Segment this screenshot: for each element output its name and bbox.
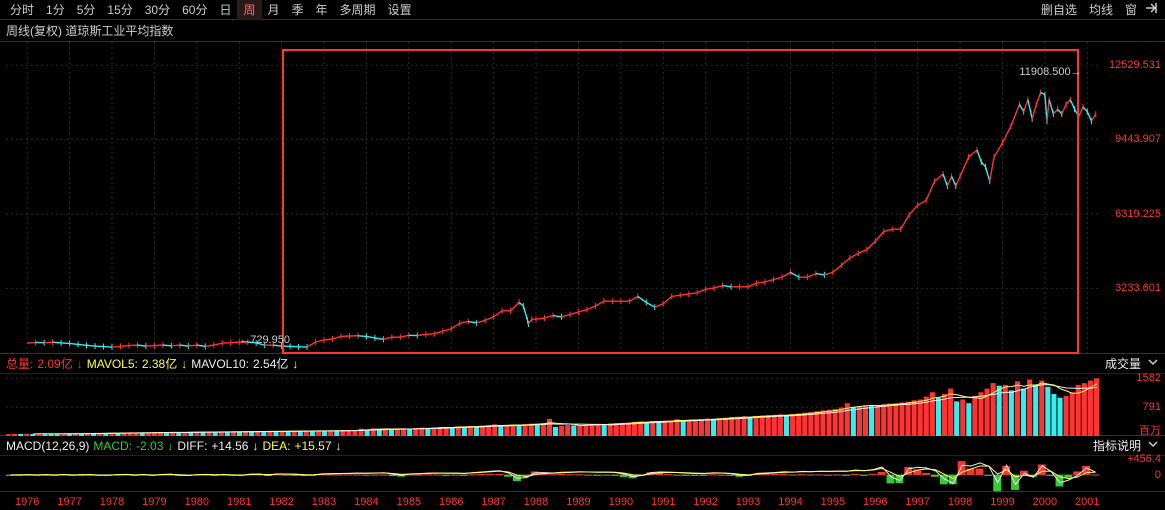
timeframe-tab-15分[interactable]: 15分 <box>101 0 138 20</box>
mavol10-label: MAVOL10: <box>191 357 249 371</box>
year-tick: 1995 <box>821 496 845 508</box>
price-ytick: 3233.601 <box>1115 282 1161 294</box>
down-arrow-icon: ↓ <box>292 357 298 371</box>
volume-total-value: 2.09亿 <box>37 355 72 372</box>
year-tick: 1988 <box>524 496 548 508</box>
macd-label: MACD: <box>93 439 132 453</box>
macd-value: -2.03 <box>136 439 163 453</box>
down-arrow-icon: ↓ <box>167 439 173 453</box>
year-tick: 1993 <box>736 496 760 508</box>
year-tick: 1990 <box>609 496 633 508</box>
year-tick: 1989 <box>566 496 590 508</box>
year-tick: 1982 <box>269 496 293 508</box>
year-tick: 1977 <box>57 496 81 508</box>
diff-value: +14.56 <box>211 439 248 453</box>
price-annotation: 11908.500→ <box>1019 66 1081 78</box>
year-tick: 1991 <box>651 496 675 508</box>
year-tick: 1987 <box>481 496 505 508</box>
indicator-help-link[interactable]: 指标说明 <box>1093 437 1141 454</box>
window-link[interactable]: 窗 <box>1121 1 1141 18</box>
volume-panel-label: 成交量 <box>1105 355 1141 372</box>
timeframe-tab-5分[interactable]: 5分 <box>71 0 102 20</box>
macd-chart[interactable]: +456.4 0 <box>0 456 1165 492</box>
timeframe-tab-1分[interactable]: 1分 <box>40 0 71 20</box>
year-tick: 1978 <box>100 496 124 508</box>
year-tick: 1997 <box>905 496 929 508</box>
down-arrow-icon: ↓ <box>77 357 83 371</box>
price-ytick: 6319.225 <box>1115 208 1161 220</box>
down-arrow-icon: ↓ <box>336 439 342 453</box>
expand-right-icon[interactable] <box>1145 2 1159 17</box>
timeframe-tab-多周期[interactable]: 多周期 <box>334 0 382 20</box>
macd-ytick: 0 <box>1155 469 1161 481</box>
mavol5-value: 2.38亿 <box>142 355 177 372</box>
year-tick: 1994 <box>778 496 802 508</box>
volume-ytick: 791 <box>1143 401 1161 413</box>
year-tick: 1998 <box>948 496 972 508</box>
ma-link[interactable]: 均线 <box>1085 1 1117 18</box>
year-tick: 1976 <box>15 496 39 508</box>
timeframe-tab-日[interactable]: 日 <box>213 0 237 20</box>
timeframe-tab-周[interactable]: 周 <box>237 0 261 20</box>
year-tick: 1985 <box>397 496 421 508</box>
year-tick: 1983 <box>312 496 336 508</box>
dea-label: DEA: <box>262 439 290 453</box>
volume-unit: 百万 <box>1139 422 1161 438</box>
chevron-down-icon[interactable] <box>1147 356 1159 371</box>
timeframe-tab-60分[interactable]: 60分 <box>176 0 213 20</box>
year-tick: 1986 <box>439 496 463 508</box>
year-tick: 1996 <box>863 496 887 508</box>
time-axis: 1976 1977 1978 1979 1980 1981 1982 1983 1984 1985… <box>0 492 1165 510</box>
mavol10-value: 2.54亿 <box>253 355 288 372</box>
year-tick: 1984 <box>354 496 378 508</box>
year-tick: 1979 <box>142 496 166 508</box>
toolbar: 分时1分5分15分30分60分日周月季年多周期设置 删自选 均线 窗 <box>0 0 1165 20</box>
chevron-down-icon[interactable] <box>1147 438 1159 453</box>
year-tick: 2000 <box>1033 496 1057 508</box>
down-arrow-icon: ↓ <box>181 357 187 371</box>
year-tick: 2001 <box>1075 496 1099 508</box>
volume-header: 总量: 2.09亿 ↓ MAVOL5: 2.38亿 ↓ MAVOL10: 2.5… <box>0 354 1165 374</box>
volume-chart[interactable]: 1582 791 百万 <box>0 374 1165 436</box>
price-chart[interactable]: 12529.531 9443.907 6319.225 3233.601 ←729.9… <box>0 42 1165 354</box>
timeframe-tab-30分[interactable]: 30分 <box>139 0 176 20</box>
macd-title: MACD(12,26,9) <box>6 439 89 453</box>
timeframe-tab-年[interactable]: 年 <box>310 0 334 20</box>
timeframe-tab-季[interactable]: 季 <box>286 0 310 20</box>
year-tick: 1999 <box>990 496 1014 508</box>
timeframe-tab-月[interactable]: 月 <box>262 0 286 20</box>
year-tick: 1992 <box>693 496 717 508</box>
dea-value: +15.57 <box>294 439 331 453</box>
down-arrow-icon: ↓ <box>252 439 258 453</box>
price-annotation: ←729.950 <box>239 334 290 346</box>
toolbar-right: 删自选 均线 窗 <box>1037 1 1165 18</box>
timeframe-tabs: 分时1分5分15分30分60分日周月季年多周期设置 <box>4 0 418 20</box>
price-ytick: 12529.531 <box>1109 59 1161 71</box>
price-ytick: 9443.907 <box>1115 133 1161 145</box>
year-tick: 1981 <box>227 496 251 508</box>
timeframe-tab-设置[interactable]: 设置 <box>382 0 418 20</box>
volume-ytick: 1582 <box>1137 372 1161 384</box>
diff-label: DIFF: <box>177 439 207 453</box>
macd-ytick: +456.4 <box>1127 453 1161 465</box>
year-tick: 1980 <box>185 496 209 508</box>
timeframe-tab-分时[interactable]: 分时 <box>4 0 40 20</box>
mavol5-label: MAVOL5: <box>87 357 138 371</box>
delete-favorite-link[interactable]: 删自选 <box>1037 1 1081 18</box>
chart-title: 周线(复权) 道琼斯工业平均指数 <box>0 20 1165 42</box>
volume-total-label: 总量: <box>6 355 33 372</box>
macd-header: MACD(12,26,9) MACD: -2.03 ↓ DIFF: +14.56… <box>0 436 1165 456</box>
